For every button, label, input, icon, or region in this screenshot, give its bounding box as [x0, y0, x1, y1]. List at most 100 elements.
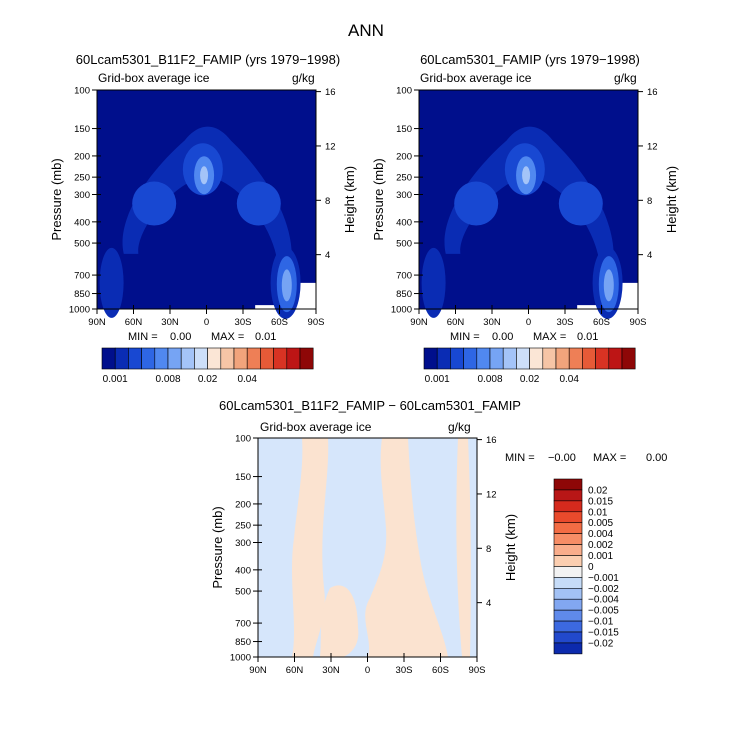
panel-2-colorbar-label-3: 0.04 [559, 374, 579, 385]
panel-3-ytick-300: 300 [235, 538, 251, 549]
panel-1-contour-level-1 [122, 126, 292, 261]
panel-3-positive-region-1 [292, 438, 329, 657]
panel-1-ytick-150: 150 [74, 124, 90, 135]
panel-1-colorbar-box-1 [114, 347, 129, 370]
panel-2-colorbar-label-0: 0.001 [425, 374, 450, 385]
panel-1-xtick-90S: 90S [308, 317, 325, 328]
panel-1-sh-low-inner [281, 269, 292, 302]
panel-3-colorbar-label-8: −0.001 [588, 573, 619, 584]
panel-3-colorbar-box-3 [553, 511, 583, 524]
panel-2-colorbar-box-1 [436, 347, 451, 370]
panel-2-ytick-700: 700 [396, 271, 412, 282]
panel-3-colorbar-box-5 [553, 533, 583, 545]
panel-2-colorbar-box-2 [450, 347, 464, 370]
panel-1-ytick-100: 100 [74, 86, 90, 97]
panel-3-colorbar-box-6 [553, 544, 583, 556]
panel-1-subtitle: Grid-box average ice [98, 71, 210, 85]
panel-1-xtick-0: 0 [204, 317, 209, 328]
panel-2-xtick-60N: 60N [447, 317, 465, 328]
panel-1-colorbar-box-9 [220, 347, 235, 370]
panel-2-min-label: MIN = [450, 331, 480, 343]
panel-2-ytick-100: 100 [396, 86, 412, 97]
panel-2-height-tick-8: 8 [647, 196, 652, 207]
panel-1-frame [96, 89, 317, 310]
panel-1-ylabel-right: Height (km) [342, 166, 357, 233]
panel-2-colorbar-label-2: 0.02 [520, 374, 540, 385]
panel-3-ytick-250: 250 [235, 521, 251, 532]
panel-3-ytick-200: 200 [235, 499, 251, 510]
panel-2-ytick-250: 250 [396, 173, 412, 184]
panel-2-sh-low-inner [603, 269, 614, 302]
figure-title: ANN [348, 21, 384, 40]
panel-2-height-tick-12: 12 [647, 141, 658, 152]
panel-3-ytick-850: 850 [235, 637, 251, 648]
panel-1-nh-midlat-max [132, 181, 177, 226]
panel-2-ytick-200: 200 [396, 151, 412, 162]
panel-1-colorbar-box-3 [141, 347, 156, 370]
panel-3-min-value: −0.00 [548, 452, 576, 464]
panel-2: 60Lcam5301_FAMIP (yrs 1979−1998) Grid-bo… [371, 52, 679, 385]
panel-2-missing-region [577, 282, 638, 309]
panel-1-ytick-400: 400 [74, 217, 90, 228]
panel-2-nh-midlat-max [454, 181, 499, 226]
panel-3-ytick-100: 100 [235, 434, 251, 445]
panel-1-colorbar-label-3: 0.04 [237, 374, 257, 385]
panel-3-colorbar: 0.020.0150.010.0050.0040.0020.0010−0.001… [553, 478, 619, 655]
panel-2-title: 60Lcam5301_FAMIP (yrs 1979−1998) [420, 52, 640, 67]
panel-1-colorbar: 0.001 0.008 0.02 0.04 [101, 347, 314, 385]
panel-1-colorbar-box-10 [233, 347, 248, 370]
panel-3-positive-region-3 [456, 438, 471, 657]
panel-1-xtick-60S: 60S [271, 317, 288, 328]
panel-1-colorbar-box-5 [167, 347, 182, 370]
panel-3-xtick-90S: 90S [469, 665, 486, 676]
panel-1-colorbar-label-2: 0.02 [198, 374, 218, 385]
panel-3-colorbar-label-14: −0.02 [588, 638, 614, 649]
panel-3-colorbar-box-10 [553, 588, 583, 600]
panel-3-colorbar-label-7: 0 [588, 562, 594, 573]
panel-2-ytick-300: 300 [396, 190, 412, 201]
panel-1-xtick-90N: 90N [88, 317, 106, 328]
panel-3-ytick-150: 150 [235, 472, 251, 483]
panel-1-tropical-max-inner [200, 166, 209, 185]
panel-3-xtick-60N: 60N [286, 665, 304, 676]
panel-2-ytick-850: 850 [396, 289, 412, 300]
panel-1-ytick-250: 250 [74, 173, 90, 184]
panel-3-colorbar-label-4: 0.004 [588, 529, 613, 540]
panel-3-colorbar-box-2 [553, 500, 583, 513]
panel-2-ytick-400: 400 [396, 217, 412, 228]
panel-3-positive-region-4 [320, 585, 359, 657]
panel-1-ytick-200: 200 [74, 151, 90, 162]
panel-1-sh-midlat-max [236, 181, 281, 226]
panel-3-subtitle: Grid-box average ice [260, 420, 372, 434]
panel-1-max-value: 0.01 [255, 331, 276, 343]
panel-2-xtick-90S: 90S [630, 317, 647, 328]
panel-1-colorbar-box-4 [154, 347, 169, 370]
panel-2-sh-midlat-max [558, 181, 603, 226]
panel-3-colorbar-box-4 [553, 522, 583, 534]
panel-3-colorbar-box-1 [553, 489, 583, 502]
panel-1-ytick-500: 500 [74, 239, 90, 250]
panel-3-xtick-90N: 90N [249, 665, 267, 676]
panel-1-missing-region [255, 282, 316, 309]
panel-1-units: g/kg [292, 71, 315, 85]
panel-1-height-tick-12: 12 [325, 141, 336, 152]
panel-2-colorbar-box-12 [582, 347, 596, 370]
panel-3-colorbar-label-0: 0.02 [588, 485, 608, 496]
panel-3-ylabel: Pressure (mb) [210, 506, 225, 588]
panel-2-colorbar-box-14 [608, 347, 623, 370]
panel-3-colorbar-label-10: −0.004 [588, 595, 619, 606]
panel-3-colorbar-label-13: −0.015 [588, 628, 619, 639]
panel-3: 60Lcam5301_B11F2_FAMIP − 60Lcam5301_FAMI… [210, 398, 667, 676]
panel-3-height-tick-16: 16 [486, 435, 497, 446]
panel-3-title: 60Lcam5301_B11F2_FAMIP − 60Lcam5301_FAMI… [219, 398, 521, 413]
panel-3-colorbar-label-9: −0.002 [588, 584, 619, 595]
panel-2-max-value: 0.01 [577, 331, 598, 343]
panel-1-max-label: MAX = [211, 331, 244, 343]
panel-2-units: g/kg [614, 71, 637, 85]
panel-3-colorbar-label-1: 0.015 [588, 496, 613, 507]
panel-3-colorbar-label-5: 0.002 [588, 540, 613, 551]
panel-1-xtick-30N: 30N [161, 317, 179, 328]
panel-3-positive-region-2 [365, 438, 448, 657]
panel-2-height-tick-16: 16 [647, 87, 658, 98]
panel-3-units: g/kg [448, 420, 471, 434]
